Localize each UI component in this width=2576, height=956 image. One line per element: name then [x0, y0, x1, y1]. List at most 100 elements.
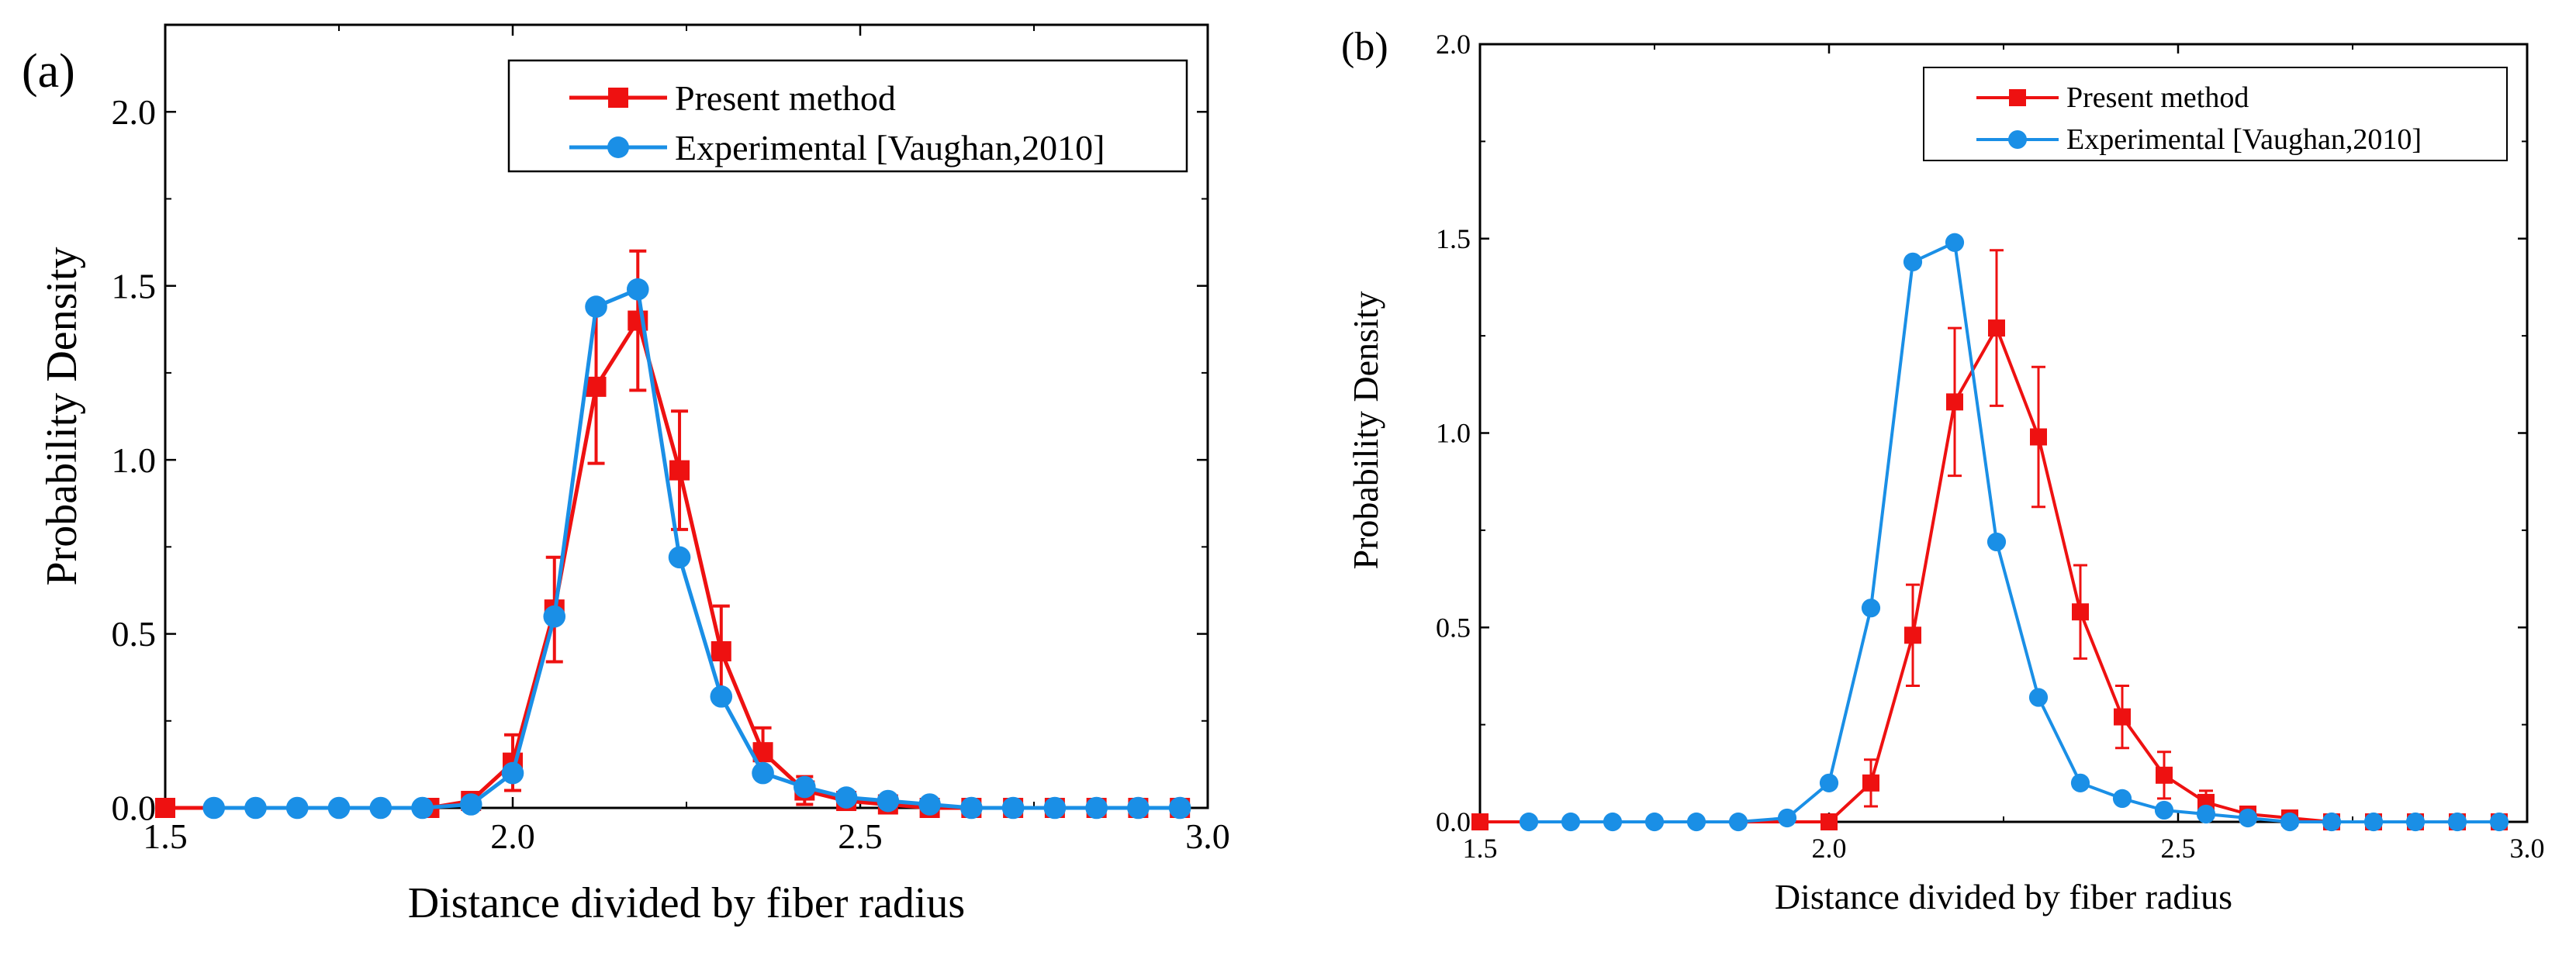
data-point — [1945, 233, 1965, 252]
y-axis-label: Probability Density — [1346, 291, 1385, 569]
data-point — [877, 789, 900, 813]
data-point — [1686, 812, 1706, 832]
data-point — [1471, 813, 1489, 830]
y-tick-label: 2.0 — [1436, 29, 1471, 60]
x-tick-label: 3.0 — [1185, 816, 1230, 856]
data-point — [1644, 812, 1665, 832]
y-tick-label: 1.5 — [1436, 223, 1471, 254]
legend-label-experimental: Experimental [Vaughan,2010] — [675, 128, 1105, 167]
data-point — [1001, 796, 1025, 820]
data-point — [244, 796, 267, 820]
data-point — [1904, 626, 1921, 644]
data-point — [2322, 812, 2342, 832]
x-tick-label: 2.0 — [1812, 833, 1847, 864]
data-point — [501, 761, 524, 785]
axes-ticks: 1.5 2.0 2.5 3.0 0.0 0.5 1.0 1.5 2.0 — [1436, 29, 2545, 864]
data-point — [2154, 800, 2174, 820]
data-point — [835, 786, 858, 809]
x-tick-label: 1.5 — [1463, 833, 1498, 864]
y-tick-label: 0.5 — [112, 614, 157, 654]
data-point — [202, 796, 226, 820]
x-tick-label: 2.5 — [838, 816, 883, 856]
data-point — [2112, 789, 2132, 809]
data-series — [155, 249, 1191, 820]
panel-label: (b) — [1341, 25, 1388, 69]
panel-a: (a) 1.5 2.0 2.5 3.0 0.0 0.5 1.0 1.5 2.0 Distance… — [22, 23, 1230, 927]
data-point — [2028, 688, 2049, 707]
series-experimental — [1519, 233, 2509, 832]
data-point — [2238, 808, 2258, 828]
data-point — [2405, 812, 2426, 832]
data-point — [1862, 774, 1879, 792]
y-tick-label: 0.0 — [112, 789, 157, 828]
data-point — [918, 793, 941, 816]
data-point — [155, 798, 175, 818]
data-point — [2280, 812, 2300, 832]
data-point — [369, 796, 392, 820]
panel-label: (a) — [22, 45, 75, 98]
data-point — [2114, 708, 2131, 726]
data-point — [2072, 603, 2089, 621]
data-point — [285, 796, 309, 820]
legend: Present method Experimental [Vaughan,201… — [507, 59, 1188, 173]
data-point — [711, 641, 731, 661]
data-point — [1820, 813, 1838, 830]
data-point — [1085, 796, 1108, 820]
data-point — [459, 793, 482, 816]
data-point — [2070, 773, 2090, 792]
data-point — [327, 796, 351, 820]
data-point — [411, 796, 434, 820]
data-point — [1819, 773, 1839, 792]
legend-label-experimental: Experimental [Vaughan,2010] — [2066, 123, 2422, 156]
data-point — [710, 685, 733, 708]
data-point — [1988, 319, 2005, 337]
data-point — [1986, 532, 2007, 552]
data-point — [669, 460, 690, 481]
x-tick-label: 2.5 — [2161, 833, 2196, 864]
data-point — [1728, 812, 1748, 832]
data-point — [960, 796, 983, 820]
data-point — [586, 376, 607, 397]
data-series — [1471, 233, 2509, 832]
data-point — [1043, 796, 1067, 820]
data-point — [2489, 812, 2509, 832]
y-axis-label: Probability Density — [38, 247, 86, 585]
legend-marker-present — [608, 88, 628, 108]
legend: Present method Experimental [Vaughan,201… — [1923, 67, 2508, 161]
data-point — [2030, 428, 2047, 446]
legend-label-present: Present method — [2066, 81, 2249, 114]
x-tick-label: 1.5 — [143, 816, 188, 856]
x-tick-label: 2.0 — [490, 816, 535, 856]
y-tick-label: 0.5 — [1436, 612, 1471, 643]
data-point — [1603, 812, 1623, 832]
data-point — [1127, 796, 1150, 820]
legend-marker-present — [2009, 89, 2026, 106]
data-point — [1861, 599, 1881, 618]
y-tick-label: 1.0 — [1436, 418, 1471, 449]
series-experimental — [202, 278, 1191, 820]
legend-marker-experimental — [2008, 130, 2027, 149]
data-point — [626, 278, 649, 301]
data-point — [2156, 766, 2173, 784]
panel-b: (b) 1.5 2.0 2.5 3.0 0.0 0.5 1.0 1.5 2.0 Distance… — [1341, 25, 2545, 916]
data-point — [794, 775, 816, 799]
x-axis-label: Distance divided by fiber radius — [1775, 877, 2232, 916]
data-point — [2363, 812, 2384, 832]
data-point — [1168, 796, 1191, 820]
data-point — [1903, 252, 1923, 271]
data-point — [752, 761, 774, 785]
data-point — [1777, 808, 1797, 828]
y-tick-label: 2.0 — [112, 92, 157, 132]
data-point — [668, 546, 691, 569]
y-tick-label: 1.5 — [112, 266, 157, 305]
axes-ticks: 1.5 2.0 2.5 3.0 0.0 0.5 1.0 1.5 2.0 — [112, 25, 1230, 856]
x-axis-label: Distance divided by fiber radius — [408, 879, 965, 927]
data-point — [585, 295, 607, 318]
y-tick-label: 0.0 — [1436, 806, 1471, 837]
x-tick-label: 3.0 — [2510, 833, 2545, 864]
data-point — [543, 605, 566, 628]
y-tick-label: 1.0 — [112, 440, 157, 480]
data-point — [1561, 812, 1581, 832]
data-point — [2447, 812, 2467, 832]
